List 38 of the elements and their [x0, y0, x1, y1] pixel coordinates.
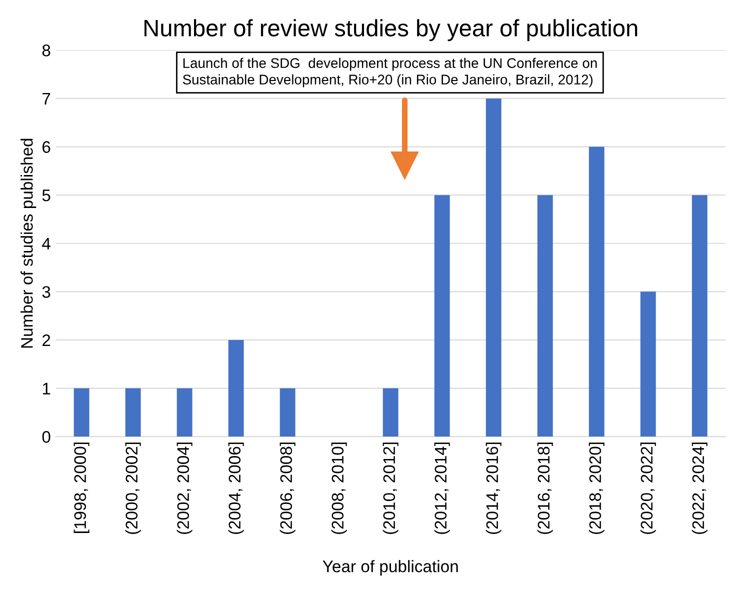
y-tick-label: 6 [42, 141, 50, 153]
bar [280, 388, 296, 437]
y-tick-label: 2 [42, 334, 50, 346]
bar [125, 388, 141, 437]
x-tick-label: [1998, 2000] [74, 442, 90, 533]
annotation: Launch of the SDG development process at the UN Conference on Sustainable Development, Rio+20 (in Rio De Janeiro, Brazil, 2012) [182, 58, 597, 88]
x-tick-label: (2004, 2006] [228, 442, 244, 534]
bar [537, 195, 553, 437]
x-tick-label: (2008, 2010] [331, 442, 347, 534]
y-axis-title: Number of studies published [20, 138, 36, 348]
x-tick-label: (2006, 2008] [280, 442, 296, 534]
y-tick-label: 5 [42, 190, 50, 202]
y-tick-label: 0 [42, 431, 50, 443]
x-tick-label: (2016, 2018] [537, 442, 553, 534]
x-tick-label: (2012, 2014] [434, 442, 450, 534]
x-tick-label: (2022, 2024] [692, 442, 708, 534]
chart-title: Number of review studies by year of publication [144, 19, 638, 42]
y-tick-label: 1 [42, 382, 50, 394]
x-axis-title: Year of publication [322, 560, 458, 576]
y-tick-label: 7 [42, 93, 50, 104]
bar [228, 340, 244, 437]
bar [74, 388, 90, 437]
bar [434, 195, 450, 437]
x-tick-label: (2018, 2020] [588, 442, 604, 534]
bar [588, 146, 604, 437]
x-tick-label: (2002, 2004] [176, 442, 192, 534]
y-tick-label: 3 [42, 286, 50, 298]
bar [176, 388, 192, 437]
x-tick-label: (2014, 2016] [486, 442, 502, 534]
x-tick-label: (2020, 2022] [640, 442, 656, 534]
x-tick-label: (2010, 2012] [382, 442, 398, 534]
bar [382, 388, 398, 437]
y-tick-label: 8 [42, 44, 50, 56]
x-tick-label: (2000, 2002] [125, 442, 141, 534]
bar [640, 292, 656, 437]
bar [692, 195, 708, 437]
y-tick-label: 4 [42, 238, 50, 250]
bar [486, 98, 502, 437]
